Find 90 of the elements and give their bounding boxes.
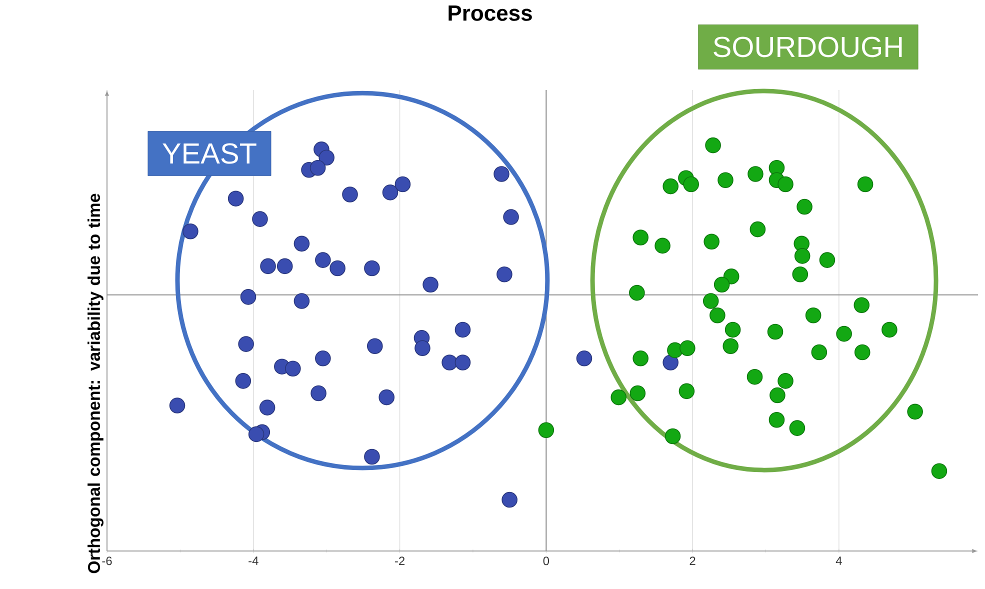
point xyxy=(454,322,471,338)
y-axis-title: Orthogonal component: variability due to time xyxy=(88,194,104,574)
point xyxy=(169,398,186,414)
point xyxy=(654,238,670,254)
point xyxy=(240,289,256,305)
point xyxy=(182,223,198,240)
point xyxy=(342,186,358,202)
point xyxy=(662,178,678,194)
point xyxy=(235,373,252,389)
point xyxy=(792,266,808,282)
point xyxy=(724,322,741,338)
x-tick-label: 4 xyxy=(836,556,842,565)
point xyxy=(704,234,720,250)
x-tick-label: -6 xyxy=(102,556,112,566)
point xyxy=(318,150,334,166)
point xyxy=(315,252,331,268)
point xyxy=(678,383,695,400)
point xyxy=(285,360,301,377)
point xyxy=(854,297,870,314)
point xyxy=(662,354,678,370)
point xyxy=(422,276,438,293)
point xyxy=(794,248,810,264)
x-tick-label: 2 xyxy=(690,556,696,566)
point xyxy=(796,198,812,215)
point xyxy=(366,338,383,354)
point xyxy=(454,354,471,370)
point xyxy=(664,428,681,444)
point xyxy=(811,344,828,360)
point xyxy=(252,211,268,227)
point xyxy=(382,184,398,200)
point xyxy=(228,190,244,206)
point xyxy=(502,492,518,508)
text: SOURDOUGH xyxy=(714,36,902,58)
point xyxy=(750,221,766,238)
point xyxy=(778,373,794,389)
point xyxy=(778,176,794,192)
point xyxy=(364,260,380,276)
point xyxy=(632,230,648,246)
point xyxy=(494,166,510,182)
point xyxy=(315,350,331,366)
series-label: YEAST xyxy=(162,143,256,164)
point xyxy=(364,448,380,465)
point xyxy=(310,160,326,176)
point xyxy=(882,322,898,338)
point xyxy=(538,422,554,438)
x-tick-label: -2 xyxy=(394,556,405,566)
point xyxy=(857,176,874,192)
point xyxy=(819,252,836,268)
point xyxy=(746,368,763,385)
point xyxy=(768,412,785,428)
point xyxy=(748,166,764,182)
point xyxy=(907,404,923,420)
point xyxy=(576,350,592,366)
point xyxy=(629,284,645,301)
point xyxy=(378,389,395,406)
point xyxy=(854,344,870,360)
point xyxy=(496,266,512,282)
point xyxy=(610,389,627,406)
point xyxy=(789,420,806,436)
point xyxy=(683,176,699,192)
x-tick-label: -4 xyxy=(248,556,258,565)
point xyxy=(442,354,458,370)
point xyxy=(414,340,430,356)
point xyxy=(710,307,726,324)
point xyxy=(931,463,948,479)
point xyxy=(767,324,784,340)
x-tick-label: 0 xyxy=(543,556,550,566)
point xyxy=(238,336,254,352)
point xyxy=(310,385,326,402)
point xyxy=(722,338,739,354)
point xyxy=(632,350,648,366)
point xyxy=(714,276,730,293)
point xyxy=(294,293,310,309)
point xyxy=(330,260,346,276)
point xyxy=(680,340,696,356)
point xyxy=(276,258,293,274)
point xyxy=(770,387,786,404)
point xyxy=(836,326,852,342)
point xyxy=(705,137,721,154)
point xyxy=(260,258,276,274)
point xyxy=(259,400,276,416)
point xyxy=(630,385,646,402)
point xyxy=(294,236,310,252)
point xyxy=(805,307,822,324)
point xyxy=(394,176,411,192)
point xyxy=(503,209,519,225)
point xyxy=(702,293,719,309)
point xyxy=(718,172,734,188)
point xyxy=(248,426,264,442)
chart-title: Process xyxy=(448,6,532,21)
